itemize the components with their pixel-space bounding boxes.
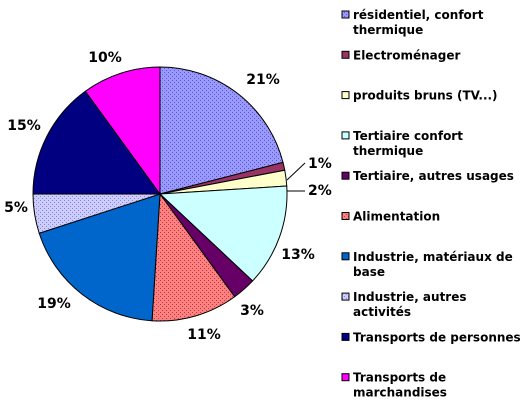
pie-slice-residentiel-confort-thermique	[159, 66, 284, 195]
legend-item-alimentation: Alimentation	[341, 210, 440, 224]
data-label-tertiaire-confort-thermique: 13%	[281, 247, 315, 263]
legend-swatch	[341, 212, 350, 220]
data-label-industrie-autres-activites: 5%	[4, 200, 28, 216]
legend-item-electromenager: Electroménager	[341, 48, 460, 62]
legend-label: Alimentation	[353, 210, 440, 224]
legend-item-produits-bruns-tv: produits bruns (TV...)	[341, 89, 498, 103]
legend-swatch	[341, 131, 350, 140]
pie-slices	[32, 66, 288, 322]
legend-swatch	[341, 91, 350, 100]
pie-slice-industrie-materiaux-de-base	[38, 193, 161, 322]
legend-item-residentiel-confort-thermique: résidentiel, confort thermique	[341, 8, 484, 37]
legend-label: Tertiaire, autres usages	[353, 169, 514, 183]
pie-slice-transports-de-marchandises	[84, 66, 161, 196]
pie-slice-transports-de-personnes	[32, 90, 161, 195]
data-label-industrie-materiaux-de-base: 19%	[37, 296, 71, 312]
pie-labels: 21% 1% 2% 13% 3% 11% 19% 5% 15% 10%	[4, 50, 332, 343]
pie-slice-alimentation	[151, 192, 236, 322]
data-label-electromenager: 1%	[308, 156, 332, 172]
data-label-transports-de-marchandises: 10%	[88, 50, 122, 66]
legend-label: Industrie, matériaux de base	[353, 250, 513, 279]
legend-label: Tertiaire confort thermique	[353, 129, 463, 158]
leader-line-electromenager	[286, 162, 306, 181]
legend-item-tertiaire-autres-usages: Tertiaire, autres usages	[341, 169, 514, 183]
legend-label: Industrie, autres activités	[353, 290, 467, 319]
data-label-alimentation: 11%	[187, 327, 221, 343]
legend-swatch	[341, 373, 350, 382]
data-label-residentiel-confort-thermique: 21%	[246, 72, 280, 88]
legend-label: Transports de personnes	[353, 330, 521, 344]
legend-item-tertiaire-confort-thermique: Tertiaire confort thermique	[341, 129, 463, 158]
legend-label: résidentiel, confort thermique	[353, 8, 484, 37]
legend-label: Electroménager	[353, 48, 460, 62]
legend-item-transports-de-personnes: Transports de personnes	[341, 330, 521, 344]
legend-swatch	[341, 10, 350, 19]
legend: résidentiel, confort thermique Electroména…	[341, 8, 521, 400]
legend-item-industrie-materiaux-de-base: Industrie, matériaux de base	[341, 250, 513, 279]
legend-item-transports-de-marchandises: Transports de marchandises	[341, 371, 447, 400]
legend-swatch	[341, 292, 350, 301]
data-label-produits-bruns-tv: 2%	[308, 183, 332, 199]
legend-label: Transports de marchandises	[353, 371, 447, 400]
legend-swatch	[341, 171, 350, 180]
legend-swatch	[341, 332, 350, 341]
legend-swatch	[341, 252, 350, 261]
legend-item-industrie-autres-activites: Industrie, autres activités	[341, 290, 467, 319]
data-label-transports-de-personnes: 15%	[7, 118, 41, 134]
legend-label: produits bruns (TV...)	[353, 89, 498, 103]
legend-swatch	[341, 50, 350, 59]
pie-slice-tertiaire-confort-thermique	[158, 185, 288, 282]
data-label-tertiaire-autres-usages: 3%	[240, 303, 264, 319]
